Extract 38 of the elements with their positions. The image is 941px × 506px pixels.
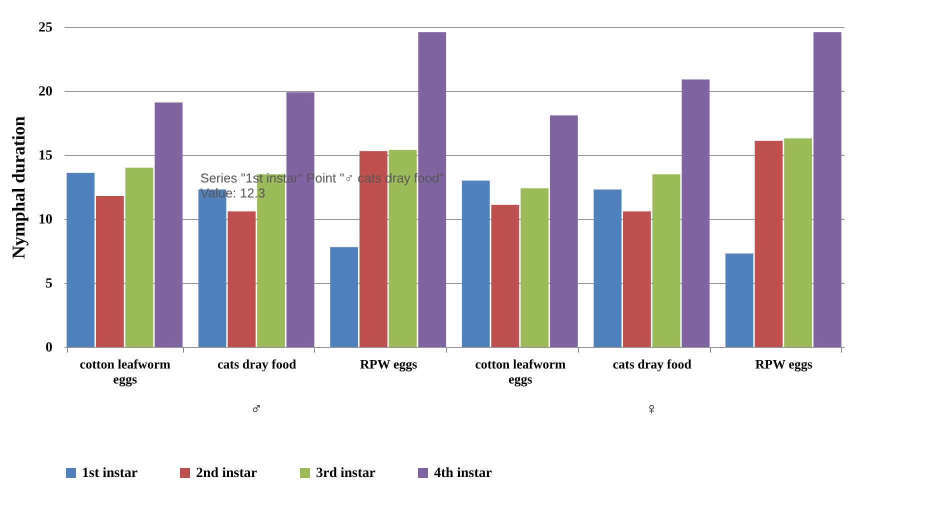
bar	[754, 140, 783, 347]
x-tick-label: cotton leafworm eggs	[475, 356, 566, 386]
x-tick-label: RPW eggs	[755, 356, 812, 372]
bar	[228, 211, 256, 347]
legend-label: 3rd instar	[316, 466, 376, 481]
bar	[66, 172, 95, 347]
bar	[623, 211, 651, 347]
y-axis-title: Nymphal duration	[8, 116, 28, 259]
legend-label: 1st instar	[82, 466, 138, 481]
x-tick-label: RPW eggs	[360, 356, 418, 372]
x-tick-label: cats dray food	[612, 356, 692, 372]
bar	[360, 151, 388, 347]
text: ♀	[646, 401, 658, 418]
y-tick-label: 15	[38, 148, 52, 164]
bar	[813, 32, 842, 347]
y-tick-label: 20	[38, 84, 52, 100]
x-tick-label: cats dray food	[218, 356, 297, 372]
bar	[550, 115, 578, 347]
y-tick-label: 5	[46, 276, 52, 292]
legend-label: 4th instar	[434, 466, 492, 481]
y-tick-label: 0	[46, 340, 52, 356]
x-tick-label: cotton leafworm eggs	[80, 356, 171, 386]
legend-label: 2nd instar	[196, 466, 258, 481]
bar	[330, 247, 358, 347]
bar	[491, 204, 520, 347]
bar	[154, 102, 183, 347]
bar	[520, 188, 548, 347]
bar	[784, 138, 812, 347]
bar	[652, 174, 680, 347]
bar	[725, 254, 754, 347]
bar	[96, 196, 124, 347]
bar	[462, 180, 490, 347]
bar	[125, 168, 154, 347]
y-tick-label: 25	[38, 20, 52, 36]
y-tick-label: 10	[38, 212, 52, 228]
text: ♂	[250, 401, 262, 418]
bar	[594, 190, 622, 347]
bar	[682, 79, 710, 347]
